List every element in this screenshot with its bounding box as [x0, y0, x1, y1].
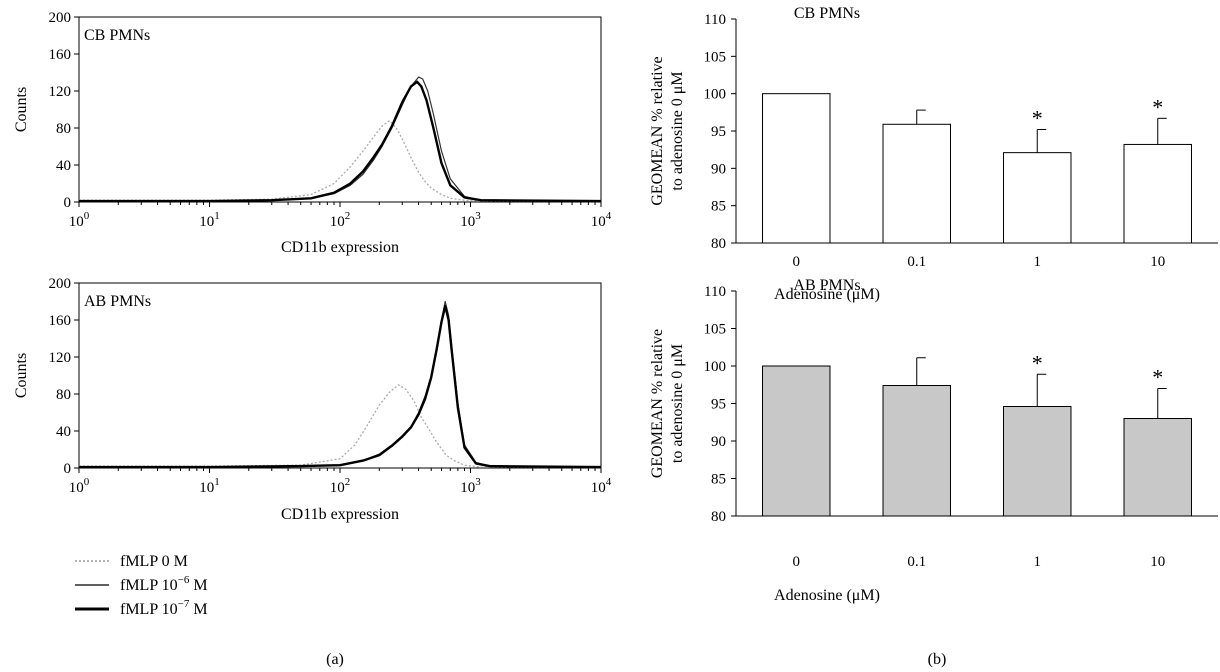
chart-title: CB PMNs [794, 5, 860, 22]
x-tick-label: 1 [1034, 254, 1042, 270]
bar-chart-cb-pmns: 80 85 90 95 100 105 110 0 0.1 * 1 * 10 CB PMNs Adenosi… [649, 5, 1218, 303]
series-line-dotted [79, 384, 601, 468]
y-tick-label: 120 [49, 84, 72, 100]
x-tick-label: 101 [199, 210, 220, 230]
bar [882, 385, 951, 517]
x-tick-label: 0.1 [907, 554, 926, 570]
x-axis-label: CD11b expression [281, 239, 399, 256]
y-tick-label: 110 [704, 284, 726, 300]
y-tick-label: 110 [704, 12, 726, 28]
y-axis-label: to adenosine 0 μM [669, 71, 686, 190]
series-line-thick [79, 80, 602, 203]
x-axis-label: Adenosine (μM) [774, 286, 880, 303]
bar [882, 123, 951, 244]
y-tick-label: 80 [711, 236, 726, 252]
x-tick-label: 101 [199, 476, 220, 496]
x-tick-label: 10 [1150, 554, 1165, 570]
histogram-cb-pmns: 0 40 80 120 160 200 100 101 102 103 104 CD11b expre… [13, 10, 612, 256]
panel-a-label: (a) [326, 651, 344, 668]
legend-label: fMLP 10−6 M [120, 574, 208, 594]
bar [1123, 143, 1192, 244]
y-tick-label: 200 [49, 276, 72, 292]
x-tick-label: 10 [1150, 254, 1165, 270]
y-tick-label: 200 [49, 10, 72, 26]
x-axis-label: Adenosine (μM) [774, 587, 880, 604]
x-tick-label: 103 [460, 476, 481, 496]
bar [1003, 152, 1072, 244]
y-axis-label: Counts [13, 353, 30, 398]
y-tick-label: 100 [704, 87, 727, 103]
y-tick-label: 40 [56, 424, 71, 440]
plot-frame [78, 282, 602, 469]
y-tick-label: 105 [704, 322, 727, 338]
y-tick-label: 95 [711, 397, 726, 413]
series-line-thin [79, 76, 602, 202]
y-tick-label: 100 [704, 359, 727, 375]
panel-title: AB PMNs [84, 293, 151, 310]
y-tick-label: 160 [49, 47, 72, 63]
bar [762, 93, 831, 244]
series-line-dotted [79, 119, 601, 202]
y-tick-label: 160 [49, 313, 72, 329]
x-tick-label: 100 [69, 210, 90, 230]
y-tick-label: 90 [711, 434, 726, 450]
y-tick-label: 90 [711, 161, 726, 177]
legend: fMLP 0 M fMLP 10−6 M fMLP 10−7 M [75, 553, 208, 618]
x-tick-label: 104 [591, 476, 612, 496]
significance-marker: * [1152, 94, 1163, 119]
x-tick-label: 104 [591, 210, 612, 230]
y-axis-label: GEOMEAN % relative [649, 329, 666, 478]
series-line-thin [79, 300, 602, 468]
y-axis-label: Counts [13, 87, 30, 132]
y-tick-label: 80 [711, 509, 726, 525]
y-tick-label: 0 [64, 195, 72, 211]
significance-marker: * [1032, 350, 1043, 375]
significance-marker: * [1032, 106, 1043, 131]
histogram-ab-pmns: 0 40 80 120 160 200 100 101 102 103 104 CD11b expre… [13, 276, 612, 523]
x-tick-label: 103 [460, 210, 481, 230]
y-axis-label: GEOMEAN % relative [649, 56, 666, 205]
y-tick-label: 120 [49, 350, 72, 366]
x-tick-label: 1 [1034, 554, 1042, 570]
bar [1003, 406, 1072, 517]
y-tick-label: 95 [711, 124, 726, 140]
y-tick-label: 80 [56, 387, 71, 403]
legend-label: fMLP 0 M [120, 553, 188, 570]
y-tick-label: 85 [711, 472, 726, 488]
bar [1123, 418, 1192, 517]
y-tick-label: 85 [711, 199, 726, 215]
x-axis-label: CD11b expression [281, 506, 399, 523]
y-tick-label: 80 [56, 121, 71, 137]
x-tick-label: 100 [69, 476, 90, 496]
y-tick-label: 0 [64, 461, 72, 477]
legend-label: fMLP 10−7 M [120, 598, 208, 618]
x-tick-label: 102 [330, 210, 351, 230]
x-tick-label: 0 [793, 554, 801, 570]
y-tick-label: 105 [704, 49, 727, 65]
y-tick-label: 40 [56, 158, 71, 174]
bar [762, 365, 831, 517]
x-tick-label: 102 [330, 476, 351, 496]
series-line-thick [79, 304, 602, 469]
significance-marker: * [1152, 365, 1163, 390]
chart-title: AB PMNs [793, 277, 860, 294]
y-axis-label: to adenosine 0 μM [669, 344, 686, 463]
panel-title: CB PMNs [84, 27, 150, 44]
plot-frame [78, 16, 602, 203]
x-tick-label: 0.1 [907, 254, 926, 270]
panel-b-label: (b) [928, 651, 947, 668]
x-tick-label: 0 [793, 254, 801, 270]
